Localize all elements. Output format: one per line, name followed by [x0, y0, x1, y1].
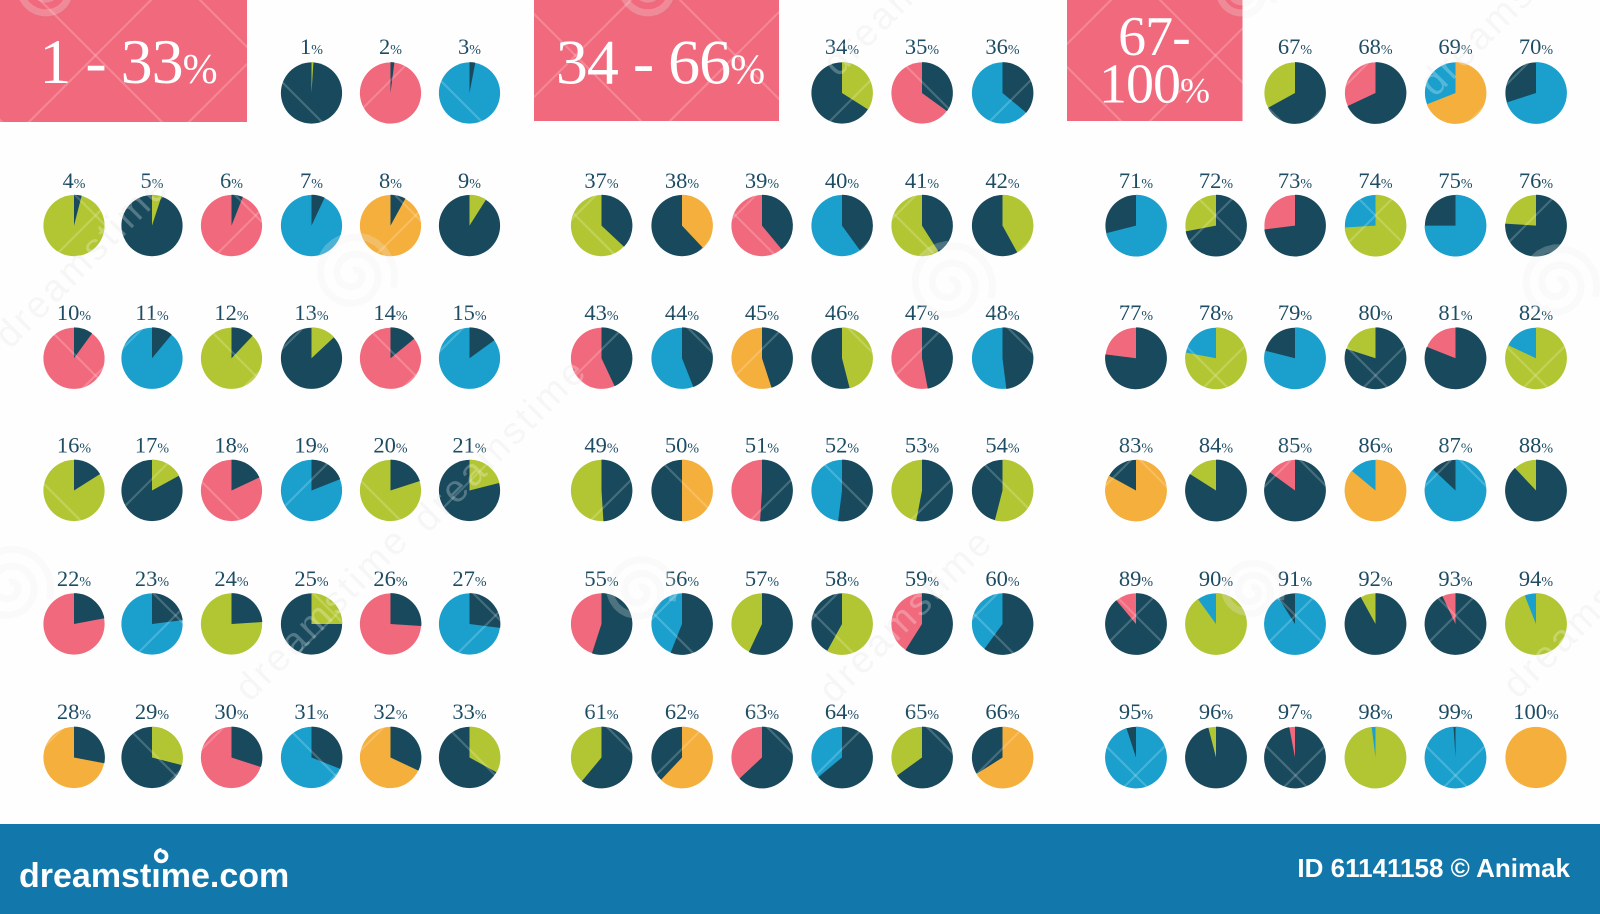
svg-text:86%: 86%: [1358, 433, 1393, 458]
svg-text:42%: 42%: [985, 168, 1020, 193]
svg-text:67-: 67-: [1118, 6, 1190, 68]
svg-text:26%: 26%: [373, 566, 408, 591]
svg-text:1 - 33%: 1 - 33%: [39, 26, 216, 97]
svg-text:50%: 50%: [665, 433, 700, 458]
svg-text:82%: 82%: [1519, 300, 1554, 325]
svg-text:57%: 57%: [745, 566, 780, 591]
svg-text:ID 61141158 © Animak: ID 61141158 © Animak: [1297, 853, 1570, 883]
svg-text:23%: 23%: [135, 566, 170, 591]
svg-text:36%: 36%: [985, 34, 1020, 59]
svg-text:dreamstıme.com: dreamstıme.com: [19, 857, 289, 895]
svg-text:38%: 38%: [665, 168, 700, 193]
svg-text:22%: 22%: [57, 566, 92, 591]
svg-text:74%: 74%: [1358, 168, 1393, 193]
svg-text:100%: 100%: [1099, 54, 1209, 116]
svg-text:37%: 37%: [584, 168, 619, 193]
svg-text:62%: 62%: [665, 699, 700, 724]
svg-text:78%: 78%: [1199, 300, 1234, 325]
svg-text:79%: 79%: [1278, 300, 1313, 325]
svg-text:41%: 41%: [905, 168, 940, 193]
svg-text:51%: 51%: [745, 433, 780, 458]
